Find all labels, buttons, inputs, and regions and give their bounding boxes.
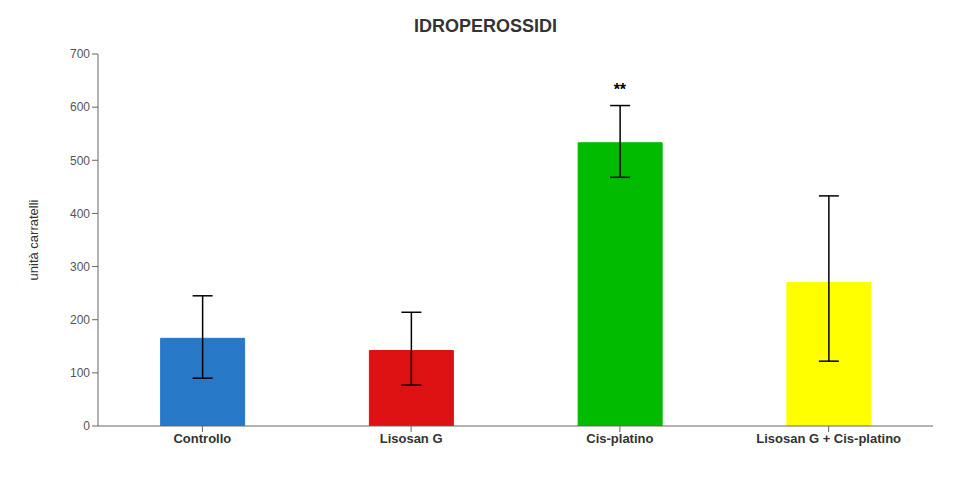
svg-text:400: 400 [70,207,90,221]
svg-text:Lisosan G: Lisosan G [380,431,443,446]
svg-text:Lisosan G + Cis-platino: Lisosan G + Cis-platino [756,431,901,446]
html-text:IDROPEROSSIDI: IDROPEROSSIDI [414,16,557,36]
svg-text:Controllo: Controllo [173,431,231,446]
svg-text:700: 700 [70,47,90,61]
svg-text:500: 500 [70,154,90,168]
svg-text:100: 100 [70,366,90,380]
svg-text:**: ** [614,81,627,98]
svg-text:300: 300 [70,260,90,274]
svg-text:unità carratelli: unità carratelli [26,199,41,280]
svg-text:200: 200 [70,313,90,327]
svg-text:600: 600 [70,100,90,114]
svg-text:Cis-platino: Cis-platino [586,431,653,446]
svg-text:0: 0 [83,419,90,433]
